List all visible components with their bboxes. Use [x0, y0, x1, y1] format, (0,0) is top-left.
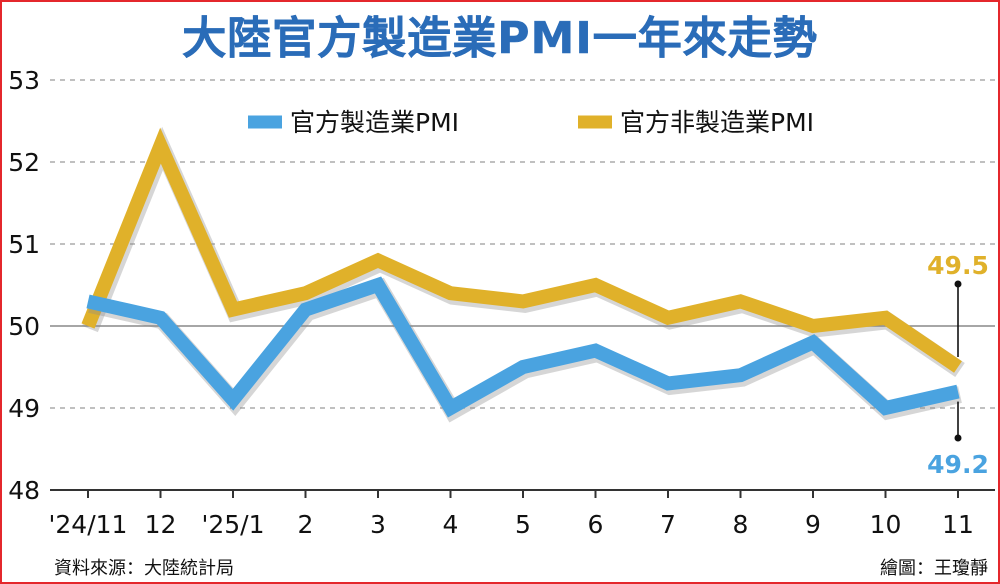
legend-label-mfg: 官方製造業PMI	[290, 108, 459, 137]
series-shadow-1	[82, 126, 965, 378]
y-tick-label: 49	[8, 394, 40, 423]
x-tick-label: '24/11	[49, 510, 128, 539]
x-tick-label: 3	[370, 510, 386, 539]
source-note: 資料來源：大陸統計局	[54, 558, 234, 579]
x-tick-label: 11	[942, 510, 974, 539]
x-tick-label: 4	[443, 510, 459, 539]
legend: 官方製造業PMI 官方非製造業PMI	[248, 108, 814, 137]
x-tick-label: 12	[145, 510, 177, 539]
x-tick-label: 5	[515, 510, 531, 539]
x-axis: '24/11 12 '25/1 2 3 4 5 6 7 8 9 10 11	[49, 490, 974, 539]
graphic-credit: 繪圖：王瓊靜	[880, 558, 988, 579]
end-callout-dot-mfg	[954, 434, 962, 442]
y-tick-label: 51	[8, 230, 40, 259]
end-label-nonmfg: 49.5	[927, 251, 989, 280]
x-tick-label: 6	[588, 510, 604, 539]
x-tick-label: 10	[870, 510, 902, 539]
x-tick-label: 2	[298, 510, 314, 539]
y-tick-label: 50	[8, 312, 40, 341]
y-tick-label: 48	[8, 476, 40, 505]
end-annotations: 49.5 49.2	[927, 251, 989, 479]
series-layer	[81, 126, 965, 423]
x-tick-label: 8	[733, 510, 749, 539]
x-tick-label: '25/1	[201, 510, 264, 539]
grid-layer	[50, 79, 995, 491]
chart-title: 大陸官方製造業PMI一年來走勢	[182, 13, 818, 65]
end-label-mfg: 49.2	[927, 450, 989, 479]
y-tick-label: 52	[8, 148, 40, 177]
x-tick-label: 9	[805, 510, 821, 539]
y-axis: 48 49 50 51 52 53	[8, 66, 40, 505]
end-callout-dot-nonmfg	[954, 280, 962, 288]
y-tick-label: 53	[8, 66, 40, 95]
series-line-1	[81, 127, 962, 373]
x-tick-label: 7	[660, 510, 676, 539]
legend-label-nonmfg: 官方非製造業PMI	[620, 108, 814, 137]
series-line-0	[86, 276, 960, 418]
